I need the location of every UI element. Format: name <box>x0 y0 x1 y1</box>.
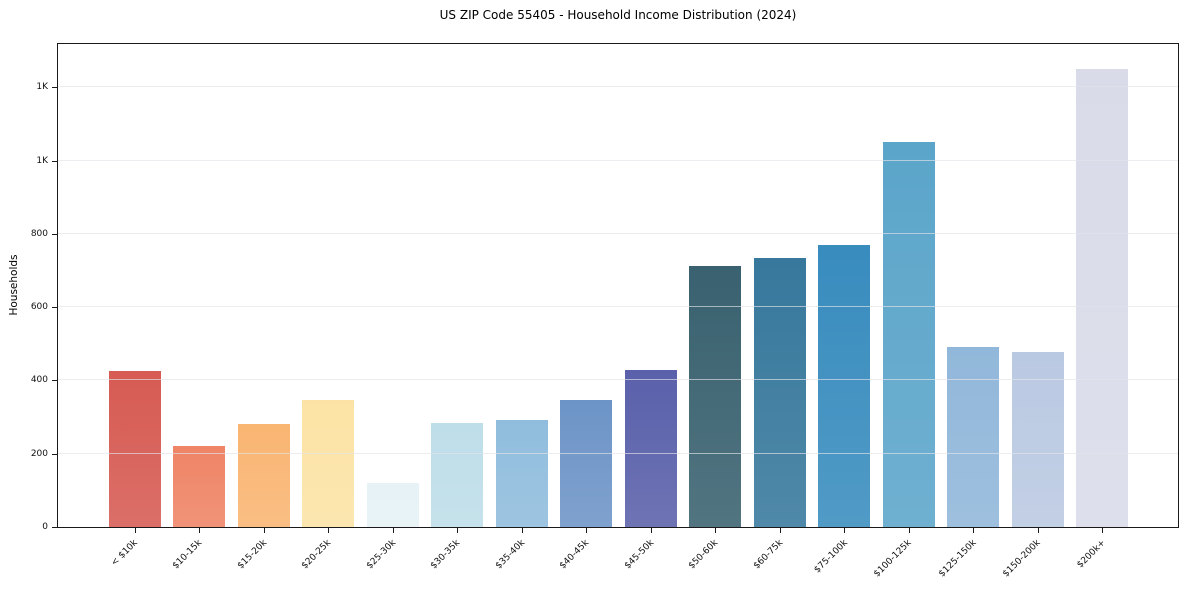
x-tick-mark <box>521 528 523 533</box>
x-tick-mark <box>263 528 265 533</box>
y-tick-label: 200 <box>30 448 48 459</box>
x-tick-mark <box>1102 528 1104 533</box>
x-tick-label-text: < $10k <box>109 538 140 569</box>
x-tick-label-text: $100-125k <box>872 538 914 580</box>
x-tick-mark <box>328 528 330 533</box>
bar-40-45k <box>560 400 613 527</box>
x-tick-mark <box>715 528 717 533</box>
y-tick-mark <box>52 160 57 162</box>
bar-100-125k <box>882 142 935 527</box>
bar-35-40k <box>495 420 548 527</box>
x-tick-label-text: $20-25k <box>300 538 334 572</box>
bar-125-150k <box>947 346 1000 527</box>
bar-20-25k <box>302 399 355 527</box>
bar-150-200k <box>1011 351 1064 527</box>
x-tick-label-text: $125-150k <box>937 538 979 580</box>
x-tick-mark <box>199 528 201 533</box>
x-tick-mark <box>650 528 652 533</box>
bar-200k <box>1076 68 1129 527</box>
x-tick-label-text: $60-75k <box>751 538 785 572</box>
gridline-y-1000 <box>58 159 1178 161</box>
x-tick-mark <box>973 528 975 533</box>
x-tick-mark <box>1037 528 1039 533</box>
bar-45-50k <box>624 369 677 527</box>
y-tick-mark <box>52 380 57 382</box>
x-tick-label-text: $75-100k <box>812 538 850 576</box>
bar-15-20k <box>237 424 290 527</box>
x-tick-label-text: $30-35k <box>429 538 463 572</box>
y-tick-label: 0 <box>42 522 48 532</box>
gridline-y-400 <box>58 379 1178 381</box>
y-tick-label: 1K <box>36 155 48 166</box>
y-tick-label: 600 <box>30 302 48 313</box>
x-tick-label-text: $150-200k <box>1001 538 1044 580</box>
bar-75-100k <box>818 244 871 527</box>
x-tick-mark <box>586 528 588 533</box>
y-tick-label: 1K <box>36 82 48 93</box>
y-tick-mark <box>52 87 57 89</box>
bar-30-35k <box>431 422 484 527</box>
x-tick-label-text: $50-60k <box>687 538 721 572</box>
x-tick-label-text: $35-40k <box>493 538 527 572</box>
bar-25-30k <box>366 482 419 527</box>
bar-10-15k <box>173 445 226 527</box>
plot-area <box>57 43 1179 528</box>
y-tick-mark <box>52 233 57 235</box>
x-tick-mark <box>392 528 394 533</box>
gridline-y-600 <box>58 306 1178 308</box>
bar-10k <box>108 371 161 527</box>
x-tick-label-text: $25-30k <box>364 538 398 572</box>
chart-title: US ZIP Code 55405 - Household Income Dis… <box>439 8 797 22</box>
y-tick-label: 400 <box>30 375 48 386</box>
x-tick-label-text: $40-45k <box>558 538 592 572</box>
gridline-y-800 <box>58 232 1178 234</box>
bar-50-60k <box>689 266 742 527</box>
x-tick-label-text: $15-20k <box>235 538 269 572</box>
y-tick-label: 800 <box>30 228 48 239</box>
x-tick-label-text: $200k+ <box>1075 538 1108 571</box>
y-tick-mark <box>52 527 57 528</box>
gridline-y-1200 <box>58 86 1178 88</box>
y-tick-mark <box>52 307 57 309</box>
x-tick-mark <box>457 528 459 533</box>
x-tick-mark <box>779 528 781 533</box>
x-tick-label-text: $10-15k <box>171 538 205 572</box>
x-tick-mark <box>844 528 846 533</box>
x-tick-mark <box>908 528 910 533</box>
gridline-y-200 <box>58 452 1178 454</box>
bar-60-75k <box>753 258 806 527</box>
x-tick-mark <box>134 528 136 533</box>
x-tick-label-text: $45-50k <box>622 538 656 572</box>
y-tick-mark <box>52 453 57 455</box>
